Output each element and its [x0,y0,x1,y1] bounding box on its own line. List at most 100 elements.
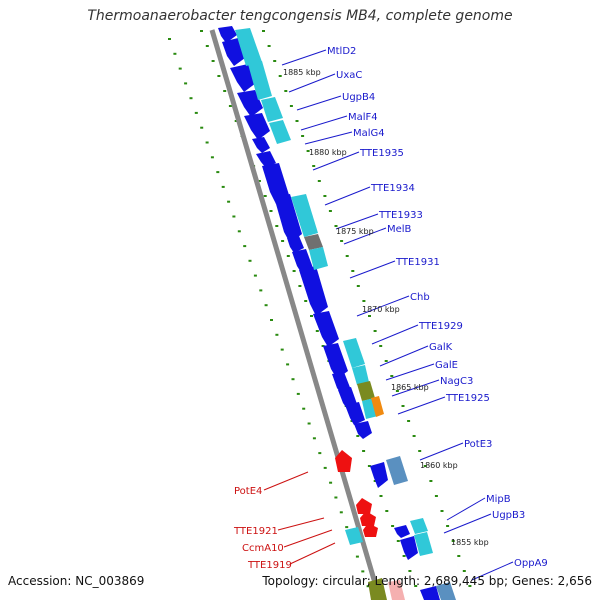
gene-label[interactable]: TTE1931 [395,257,440,268]
gene-block[interactable] [343,338,365,368]
gene-label[interactable]: UxaC [336,70,362,81]
gene-block[interactable] [388,580,405,600]
gene-block[interactable] [357,381,375,401]
scale-dot [390,375,394,377]
gene-label[interactable]: TTE1929 [418,321,463,332]
gene-label[interactable]: MelB [387,224,412,235]
leader-line [283,529,333,548]
scale-dot [275,333,279,336]
scale-dot [281,240,285,242]
gene-arrow[interactable] [356,498,372,514]
gene-arrow[interactable] [323,343,348,379]
scale-dot [295,120,299,122]
gene-arrow[interactable] [218,26,237,43]
gene-arrow[interactable] [400,536,418,560]
gene-block[interactable] [414,532,433,556]
leader-line [419,442,464,461]
gene-label[interactable]: GalK [429,342,453,353]
gene-arrow[interactable] [244,113,270,140]
scale-dot [178,67,182,70]
scale-dot [440,510,444,512]
gene-label[interactable]: TTE1934 [370,183,415,194]
leader-line [397,396,446,415]
scale-dot [457,555,461,557]
gene-block[interactable] [269,120,291,144]
leader-line [289,542,336,565]
scale-dot [257,180,261,182]
plus-leader-lines [281,49,514,581]
gene-block[interactable] [291,194,318,237]
gene-block[interactable] [371,396,384,417]
gene-arrow[interactable] [354,421,372,439]
gene-arrow[interactable] [222,38,245,66]
gene-label[interactable]: CcmA10 [242,543,284,554]
scale-dot [351,270,355,272]
gene-label[interactable]: TTE1919 [247,560,292,571]
scale-dot [345,526,349,529]
gene-label[interactable]: TTE1933 [378,210,423,221]
gene-arrow[interactable] [256,151,276,168]
gene-block[interactable] [235,28,262,66]
leader-line [304,131,353,145]
gene-label[interactable]: PotE3 [464,439,492,450]
gene-label[interactable]: MalG4 [353,128,385,139]
scale-dot [306,150,310,152]
gene-arrow[interactable] [363,523,378,537]
gene-block[interactable] [368,578,387,600]
scale-dot [379,495,383,497]
gene-label[interactable]: PotE4 [234,486,262,497]
scale-dot [366,585,370,588]
leader-line [335,213,379,230]
gene-arrow[interactable] [370,462,388,488]
gene-block[interactable] [410,518,428,534]
gene-block[interactable] [261,97,283,122]
gene-arrow[interactable] [299,266,328,316]
gene-block[interactable] [248,61,272,100]
gene-label[interactable]: NagC3 [440,376,473,387]
gene-arrow[interactable] [287,236,304,253]
gene-label[interactable]: OppA9 [514,558,548,569]
leader-line [300,115,348,131]
gene-arrow[interactable] [394,525,410,538]
scale-dot [355,555,359,558]
scale-dot [395,390,399,392]
scale-dot [362,300,366,302]
gene-label[interactable]: MalF4 [348,112,378,123]
scale-dot [384,360,388,362]
gene-arrow[interactable] [292,249,313,274]
gene-block[interactable] [436,582,456,600]
gene-label[interactable]: TTE1935 [359,148,404,159]
gene-arrow[interactable] [274,194,302,243]
gene-block[interactable] [352,365,369,385]
gene-label[interactable]: UgpB4 [342,92,375,103]
gene-arrow[interactable] [252,137,270,153]
gene-arrow[interactable] [237,90,263,117]
gene-label[interactable]: MipB [486,494,511,505]
gene-arrow[interactable] [360,511,376,526]
scale-dot [278,75,282,77]
scale-dot [234,120,238,122]
minus-leader-lines [263,471,336,565]
scale-dot [237,230,241,233]
leader-line [446,497,486,521]
gene-block[interactable] [345,527,363,545]
scale-dot [318,452,322,455]
scale-dot [262,30,265,32]
gene-label[interactable]: TTE1925 [445,393,490,404]
gene-arrow[interactable] [345,402,365,425]
scale-label: 1885 kbp [283,68,321,77]
gene-label[interactable]: GalE [435,360,458,371]
gene-label[interactable]: Chb [410,292,430,303]
gene-label[interactable]: MtlD2 [327,46,356,57]
gene-block[interactable] [304,234,323,250]
gene-label[interactable]: UgpB3 [492,510,525,521]
gene-arrow[interactable] [420,586,440,600]
gene-arrow[interactable] [230,64,256,92]
gene-label[interactable]: TTE1921 [233,526,278,537]
gene-arrow[interactable] [335,450,352,472]
scale-dot [189,97,193,100]
gene-arrow[interactable] [262,163,289,204]
gene-block[interactable] [386,456,408,485]
gene-block[interactable] [309,247,328,270]
gene-arrow[interactable] [313,311,339,347]
